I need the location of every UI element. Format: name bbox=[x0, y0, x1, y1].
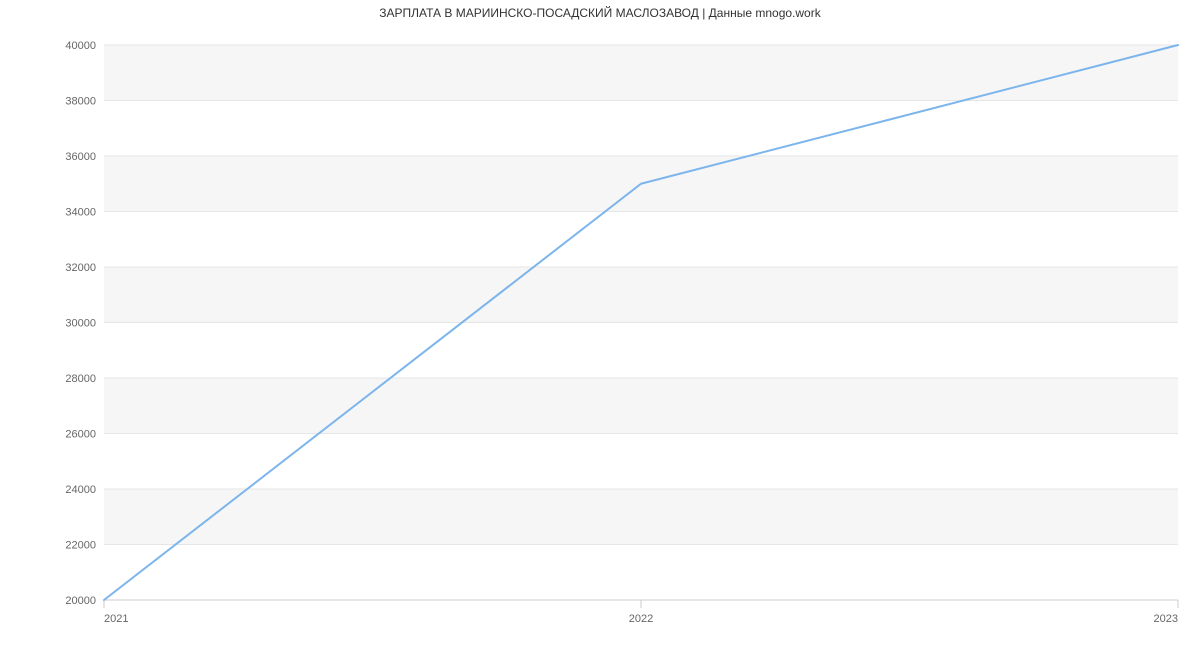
y-tick-label: 22000 bbox=[65, 540, 96, 552]
y-tick-label: 36000 bbox=[65, 151, 96, 163]
chart-title: ЗАРПЛАТА В МАРИИНСКО-ПОСАДСКИЙ МАСЛОЗАВО… bbox=[0, 6, 1200, 20]
y-tick-label: 32000 bbox=[65, 262, 96, 274]
y-tick-label: 34000 bbox=[65, 207, 96, 219]
x-tick-label: 2023 bbox=[1154, 613, 1178, 625]
y-tick-label: 26000 bbox=[65, 429, 96, 441]
grid-band bbox=[104, 378, 1178, 434]
grid-band bbox=[104, 489, 1178, 545]
grid-band bbox=[104, 267, 1178, 323]
grid-band bbox=[104, 45, 1178, 101]
chart-svg: 20000 22000 24000 26000 28000 30000 32000 34000… bbox=[0, 0, 1200, 650]
y-tick-label: 40000 bbox=[65, 40, 96, 52]
x-tick-label: 2022 bbox=[629, 613, 653, 625]
y-tick-label: 30000 bbox=[65, 318, 96, 330]
y-tick-label: 38000 bbox=[65, 96, 96, 108]
y-tick-label: 24000 bbox=[65, 484, 96, 496]
x-tick-label: 2021 bbox=[104, 613, 128, 625]
y-tick-label: 20000 bbox=[65, 595, 96, 607]
y-tick-label: 28000 bbox=[65, 373, 96, 385]
salary-line-chart: ЗАРПЛАТА В МАРИИНСКО-ПОСАДСКИЙ МАСЛОЗАВО… bbox=[0, 0, 1200, 650]
